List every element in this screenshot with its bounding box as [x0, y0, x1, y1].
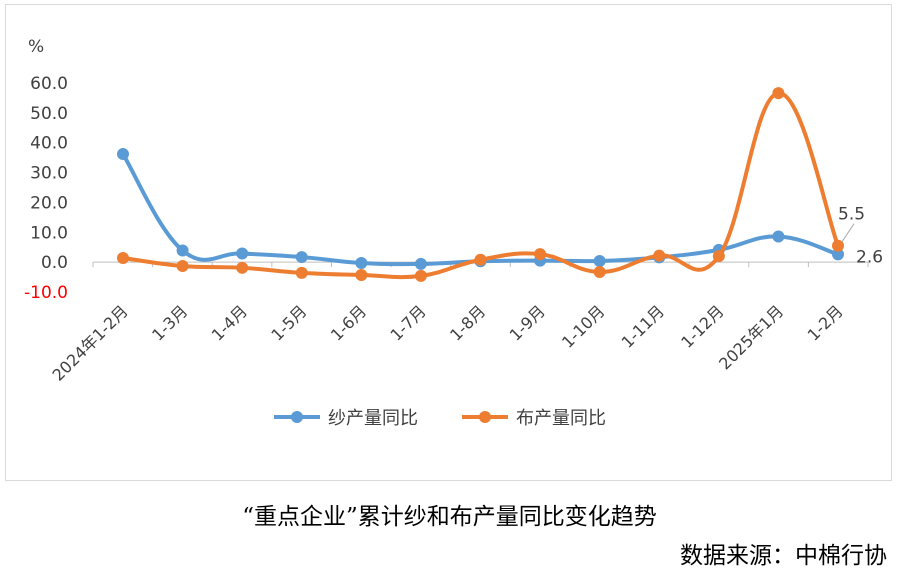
- x-tick-label: 1-5月: [267, 301, 310, 344]
- y-tick-label: 10.0: [30, 223, 68, 243]
- series-0-point: [414, 257, 427, 270]
- series-1-point: [653, 249, 666, 262]
- x-tick-label: 1-7月: [387, 301, 430, 344]
- x-tick-label: 1-6月: [327, 301, 370, 344]
- legend-label: 纱产量同比: [328, 408, 418, 429]
- series-1-point: [534, 248, 547, 261]
- y-axis-unit-label: %: [28, 37, 44, 57]
- chart-caption-source: 数据来源：中棉行协: [680, 543, 887, 569]
- series-0-point: [593, 254, 606, 267]
- y-tick-label: 30.0: [30, 164, 68, 184]
- y-tick-label: 0.0: [41, 253, 68, 273]
- series-1-point: [414, 269, 427, 282]
- chart-caption-title: “重点企业”累计纱和布产量同比变化趋势: [242, 504, 657, 530]
- x-tick-label: 1-11月: [618, 301, 668, 351]
- series-0-point: [355, 257, 368, 270]
- series-1-point: [712, 250, 725, 263]
- series-0-point: [295, 251, 308, 264]
- x-tick-label: 1-2月: [804, 301, 847, 344]
- series-line-0: [121, 152, 840, 267]
- line-chart: % 60.0 50.0 40.0 30.0 20.0 10.0 0.0 -10.02024年1-…: [24, 37, 883, 429]
- x-tick-label: 1-10月: [558, 301, 608, 351]
- series-1-point: [832, 239, 844, 252]
- x-tick-label: 1-8月: [446, 301, 489, 344]
- series-1-point: [117, 251, 129, 264]
- series-0-point: [236, 247, 249, 260]
- series-line-1: [121, 91, 840, 280]
- data-label: 5.5: [838, 205, 865, 225]
- x-tick-label: 2024年1-2月: [48, 301, 131, 384]
- series-1-point: [772, 87, 785, 100]
- chart-frame: [5, 4, 892, 481]
- series-0-point: [117, 148, 129, 161]
- x-tick-label: 1-12月: [677, 301, 727, 351]
- series-1-point: [355, 268, 368, 281]
- series-1-point: [295, 266, 308, 279]
- x-tick-label: 2025年1月: [715, 301, 787, 373]
- data-label: 2.6: [856, 247, 883, 267]
- legend-label: 布产量同比: [516, 408, 606, 429]
- series-0-point: [832, 248, 844, 261]
- x-tick-label: 1-9月: [506, 301, 549, 344]
- x-tick-label: 1-3月: [148, 301, 191, 344]
- data-label-leader-line: [841, 223, 855, 242]
- x-tick-label: 1-4月: [208, 301, 251, 344]
- series-1-point: [236, 261, 249, 274]
- series-0-point: [772, 230, 785, 243]
- y-tick-label: -10.0: [24, 283, 68, 303]
- y-tick-label: 40.0: [30, 134, 68, 154]
- y-tick-label: 60.0: [30, 74, 68, 94]
- series-1-point: [474, 253, 487, 266]
- series-0-point: [176, 244, 189, 257]
- series-1-point: [593, 265, 606, 278]
- legend-marker-0: [291, 411, 303, 423]
- y-tick-label: 20.0: [30, 193, 68, 213]
- legend-marker-1: [479, 411, 491, 423]
- y-tick-label: 50.0: [30, 104, 68, 124]
- series-1-point: [176, 260, 189, 273]
